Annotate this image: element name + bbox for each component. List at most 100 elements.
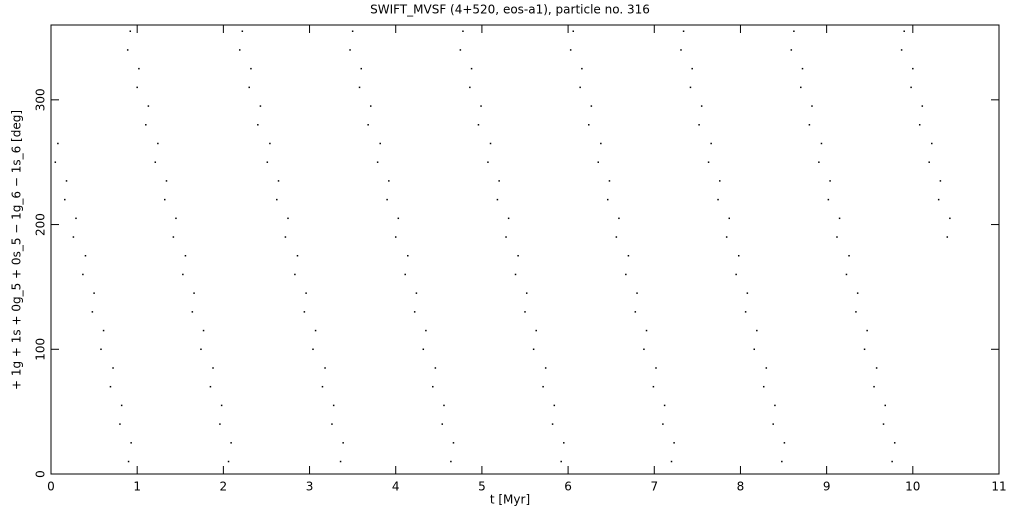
point bbox=[875, 367, 878, 369]
point bbox=[735, 273, 737, 276]
point bbox=[360, 67, 363, 70]
point bbox=[248, 86, 250, 89]
point bbox=[670, 460, 673, 463]
point bbox=[811, 105, 813, 107]
point bbox=[682, 30, 685, 32]
point bbox=[615, 236, 618, 238]
point bbox=[277, 180, 280, 182]
point bbox=[737, 254, 740, 257]
x-tick-label: 10 bbox=[905, 480, 920, 494]
point bbox=[744, 311, 747, 313]
point bbox=[891, 460, 893, 463]
point bbox=[202, 329, 205, 332]
point bbox=[130, 442, 132, 444]
point bbox=[625, 273, 627, 276]
point bbox=[544, 367, 547, 369]
point bbox=[662, 423, 664, 425]
point bbox=[655, 367, 657, 369]
point bbox=[801, 67, 804, 70]
point bbox=[551, 423, 554, 425]
point bbox=[193, 292, 195, 294]
x-tick-label: 11 bbox=[991, 480, 1006, 494]
point bbox=[848, 254, 850, 257]
point bbox=[432, 385, 434, 388]
point bbox=[109, 385, 112, 388]
x-tick-label: 0 bbox=[47, 480, 55, 494]
point bbox=[93, 292, 95, 294]
point bbox=[413, 311, 416, 313]
point bbox=[827, 198, 830, 201]
point bbox=[241, 30, 244, 32]
point bbox=[563, 442, 565, 444]
x-tick-label: 9 bbox=[823, 480, 831, 494]
point bbox=[600, 142, 602, 145]
point bbox=[394, 236, 397, 238]
y-tick-label: 300 bbox=[34, 88, 48, 111]
point bbox=[535, 329, 537, 332]
point bbox=[82, 273, 84, 276]
x-tick-label: 1 bbox=[133, 480, 141, 494]
point bbox=[793, 30, 795, 32]
point bbox=[673, 442, 675, 444]
point bbox=[351, 30, 354, 32]
point bbox=[321, 385, 324, 388]
point bbox=[838, 217, 841, 220]
point bbox=[910, 86, 912, 89]
point bbox=[339, 460, 342, 463]
point bbox=[698, 124, 700, 126]
point bbox=[175, 217, 177, 220]
point bbox=[397, 217, 400, 220]
point bbox=[717, 198, 719, 201]
point bbox=[314, 329, 317, 332]
point bbox=[324, 367, 326, 369]
point bbox=[765, 367, 768, 369]
point bbox=[145, 124, 147, 126]
point bbox=[581, 67, 583, 70]
point bbox=[636, 292, 638, 294]
point bbox=[452, 442, 455, 444]
point bbox=[469, 86, 471, 89]
point bbox=[477, 124, 480, 126]
point bbox=[893, 442, 896, 444]
point bbox=[663, 404, 666, 407]
point bbox=[425, 329, 427, 332]
point bbox=[212, 367, 214, 369]
x-tick-label: 5 bbox=[478, 480, 486, 494]
point bbox=[220, 404, 223, 407]
point bbox=[918, 124, 921, 126]
point bbox=[147, 105, 150, 107]
point bbox=[781, 460, 783, 463]
point bbox=[507, 217, 510, 220]
point bbox=[276, 198, 278, 201]
point bbox=[517, 254, 519, 257]
point bbox=[386, 198, 388, 201]
point bbox=[200, 348, 202, 351]
point bbox=[608, 180, 611, 182]
point bbox=[691, 67, 693, 70]
point bbox=[774, 404, 776, 407]
point bbox=[772, 423, 774, 425]
point bbox=[230, 442, 232, 444]
point bbox=[294, 273, 296, 276]
point bbox=[64, 198, 66, 201]
point bbox=[627, 254, 630, 257]
point bbox=[284, 236, 287, 238]
x-tick-label: 3 bbox=[306, 480, 314, 494]
point bbox=[937, 198, 940, 201]
point bbox=[606, 198, 609, 201]
point bbox=[191, 311, 194, 313]
point bbox=[182, 273, 184, 276]
point bbox=[342, 442, 344, 444]
point bbox=[65, 180, 68, 182]
point bbox=[102, 329, 105, 332]
point bbox=[863, 348, 866, 351]
y-tick-label: 0 bbox=[34, 470, 48, 478]
point bbox=[756, 329, 758, 332]
y-tick-label: 100 bbox=[34, 338, 48, 361]
point bbox=[524, 311, 526, 313]
point bbox=[710, 142, 712, 145]
x-tick-label: 7 bbox=[650, 480, 658, 494]
point bbox=[719, 180, 721, 182]
point bbox=[753, 348, 755, 351]
